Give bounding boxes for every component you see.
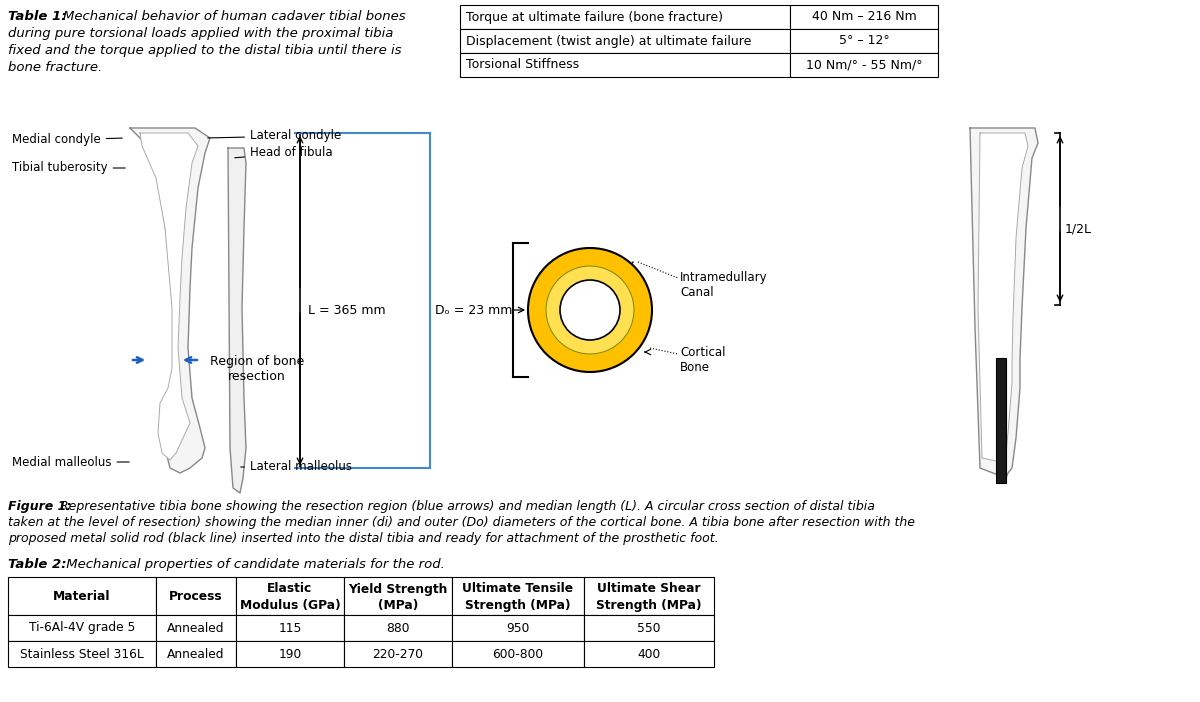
- Text: Dₒ = 23 mm: Dₒ = 23 mm: [436, 303, 512, 317]
- Text: Torsional Stiffness: Torsional Stiffness: [466, 58, 580, 72]
- Bar: [460, 29, 790, 53]
- Bar: [156, 577, 236, 615]
- Text: taken at the level of resection) showing the median inner (di) and outer (Do) di: taken at the level of resection) showing…: [8, 516, 916, 529]
- Text: during pure torsional loads applied with the proximal tibia: during pure torsional loads applied with…: [8, 27, 394, 40]
- Text: Yield Strength: Yield Strength: [348, 583, 448, 595]
- Text: Elastic: Elastic: [268, 583, 313, 595]
- Text: L = 365 mm: L = 365 mm: [308, 304, 385, 317]
- Bar: [790, 53, 938, 77]
- Text: proposed metal solid rod (black line) inserted into the distal tibia and ready f: proposed metal solid rod (black line) in…: [8, 532, 719, 545]
- Text: 1/2L: 1/2L: [1066, 223, 1092, 235]
- Text: Table 2:: Table 2:: [8, 558, 66, 571]
- Bar: [236, 615, 344, 641]
- Bar: [8, 615, 156, 641]
- Text: Intramedullary
Canal: Intramedullary Canal: [680, 271, 768, 299]
- Text: 220-270: 220-270: [372, 647, 424, 661]
- Text: Torque at ultimate failure (bone fracture): Torque at ultimate failure (bone fractur…: [466, 11, 722, 23]
- Text: bone fracture.: bone fracture.: [8, 61, 102, 74]
- Text: Cortical
Bone: Cortical Bone: [680, 346, 726, 374]
- Polygon shape: [130, 128, 210, 473]
- Text: Lateral malleolus: Lateral malleolus: [241, 461, 352, 474]
- Circle shape: [560, 280, 620, 340]
- Polygon shape: [970, 128, 1038, 478]
- Text: 10 Nm/° - 55 Nm/°: 10 Nm/° - 55 Nm/°: [805, 58, 923, 72]
- Circle shape: [546, 266, 634, 354]
- Text: Annealed: Annealed: [167, 647, 224, 661]
- Text: Lateral condyle: Lateral condyle: [208, 129, 341, 143]
- Text: Stainless Steel 316L: Stainless Steel 316L: [20, 647, 144, 661]
- Bar: [156, 615, 236, 641]
- Bar: [790, 5, 938, 29]
- Text: 400: 400: [637, 647, 661, 661]
- Text: (MPa): (MPa): [378, 599, 418, 611]
- Text: Mechanical properties of candidate materials for the rod.: Mechanical properties of candidate mater…: [62, 558, 445, 571]
- Bar: [344, 577, 452, 615]
- Text: Annealed: Annealed: [167, 621, 224, 635]
- Bar: [790, 29, 938, 53]
- Bar: [236, 577, 344, 615]
- Polygon shape: [140, 133, 198, 460]
- Text: 600-800: 600-800: [492, 647, 544, 661]
- Text: Figure 1:: Figure 1:: [8, 500, 71, 513]
- Text: Modulus (GPa): Modulus (GPa): [240, 599, 341, 611]
- Bar: [452, 641, 584, 667]
- Bar: [996, 358, 1006, 483]
- Bar: [584, 615, 714, 641]
- Bar: [344, 641, 452, 667]
- Text: Displacement (twist angle) at ultimate failure: Displacement (twist angle) at ultimate f…: [466, 34, 751, 48]
- Text: Process: Process: [169, 590, 223, 602]
- Polygon shape: [978, 133, 1028, 463]
- Bar: [236, 641, 344, 667]
- Bar: [584, 641, 714, 667]
- Text: Material: Material: [53, 590, 110, 602]
- Bar: [452, 577, 584, 615]
- Text: 880: 880: [386, 621, 409, 635]
- Text: 550: 550: [637, 621, 661, 635]
- Bar: [460, 5, 790, 29]
- Text: Strength (MPa): Strength (MPa): [466, 599, 571, 611]
- Text: Ti-6Al-4V grade 5: Ti-6Al-4V grade 5: [29, 621, 136, 635]
- Text: fixed and the torque applied to the distal tibia until there is: fixed and the torque applied to the dist…: [8, 44, 402, 57]
- Text: 950: 950: [506, 621, 529, 635]
- Bar: [156, 641, 236, 667]
- Text: Head of fibula: Head of fibula: [235, 147, 332, 159]
- Text: Medial condyle: Medial condyle: [12, 133, 122, 147]
- Text: 115: 115: [278, 621, 301, 635]
- Polygon shape: [228, 148, 246, 493]
- Text: dᵢ = 14 mm: dᵢ = 14 mm: [566, 312, 638, 324]
- Bar: [344, 615, 452, 641]
- Text: Mechanical behavior of human cadaver tibial bones: Mechanical behavior of human cadaver tib…: [64, 10, 406, 23]
- Text: Medial malleolus: Medial malleolus: [12, 456, 130, 468]
- Circle shape: [528, 248, 652, 372]
- Bar: [460, 53, 790, 77]
- Text: 190: 190: [278, 647, 301, 661]
- Text: Table 1:: Table 1:: [8, 10, 66, 23]
- Text: 40 Nm – 216 Nm: 40 Nm – 216 Nm: [811, 11, 917, 23]
- Bar: [8, 641, 156, 667]
- Bar: [584, 577, 714, 615]
- Text: 5° – 12°: 5° – 12°: [839, 34, 889, 48]
- Text: Ultimate Shear: Ultimate Shear: [598, 583, 701, 595]
- Text: Strength (MPa): Strength (MPa): [596, 599, 702, 611]
- Bar: [452, 615, 584, 641]
- Text: Ultimate Tensile: Ultimate Tensile: [462, 583, 574, 595]
- Text: Tibial tuberosity: Tibial tuberosity: [12, 161, 125, 175]
- Text: Region of bone
resection: Region of bone resection: [210, 355, 305, 383]
- Text: Representative tibia bone showing the resection region (blue arrows) and median : Representative tibia bone showing the re…: [60, 500, 875, 513]
- Bar: [8, 577, 156, 615]
